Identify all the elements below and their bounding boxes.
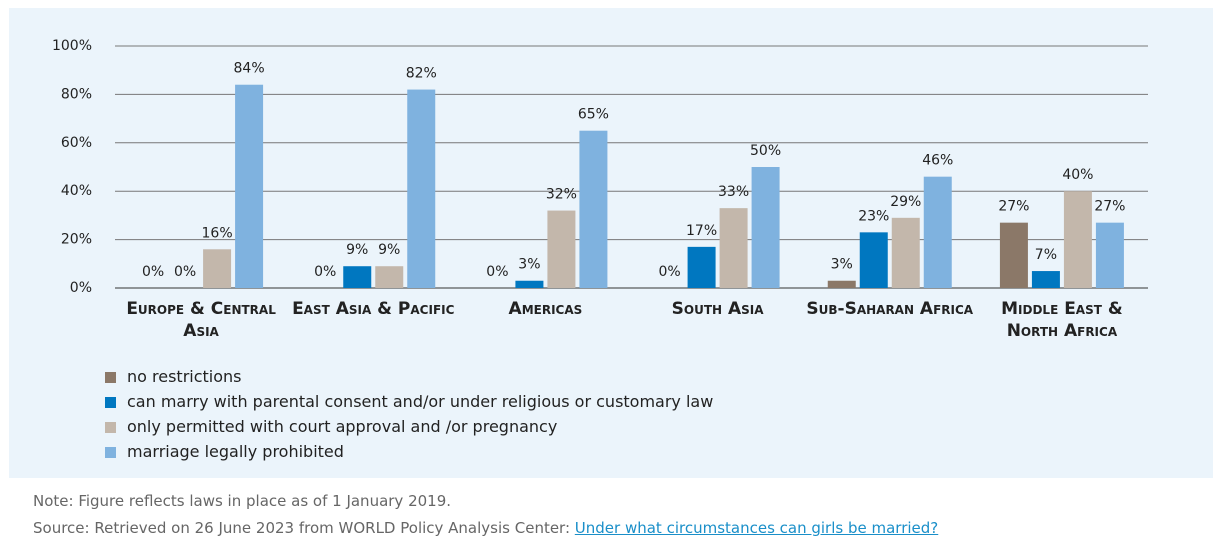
y-tick-label: 100% xyxy=(52,38,92,54)
data-label: 27% xyxy=(998,199,1029,215)
data-label: 17% xyxy=(686,223,717,239)
source-text: Source: Retrieved on 26 June 2023 from W… xyxy=(33,519,571,537)
y-tick-label: 0% xyxy=(70,280,92,296)
bar xyxy=(827,280,856,288)
x-tick-label: South Asia xyxy=(671,299,764,319)
data-label: 50% xyxy=(750,143,781,159)
x-tick-label: Americas xyxy=(508,299,583,319)
data-label: 3% xyxy=(518,257,540,273)
x-tick-label: Middle East & North Africa xyxy=(1001,299,1123,341)
legend-label: only permitted with court approval and /… xyxy=(127,417,558,436)
bar xyxy=(1031,271,1060,288)
legend-label: marriage legally prohibited xyxy=(127,442,344,461)
legend-label: can marry with parental consent and/or u… xyxy=(127,392,714,411)
bar xyxy=(719,208,748,288)
bar xyxy=(751,167,780,288)
bar xyxy=(1095,222,1124,288)
y-tick-label: 40% xyxy=(61,183,92,199)
data-label: 33% xyxy=(718,184,749,200)
bar xyxy=(687,246,716,288)
x-tick-label: Europe & Central Asia xyxy=(126,299,276,341)
bar xyxy=(235,84,264,288)
y-tick-label: 20% xyxy=(61,232,92,248)
data-label: 0% xyxy=(658,264,680,280)
source: Source: Retrieved on 26 June 2023 from W… xyxy=(33,519,938,537)
data-label: 46% xyxy=(922,153,953,169)
data-label: 84% xyxy=(234,61,265,77)
bar xyxy=(579,130,608,288)
legend-label: no restrictions xyxy=(127,367,242,386)
data-label: 7% xyxy=(1035,247,1057,263)
data-label: 3% xyxy=(831,257,853,273)
bar xyxy=(999,222,1028,288)
data-label: 0% xyxy=(174,264,196,280)
legend-swatch xyxy=(105,447,116,458)
data-label: 23% xyxy=(858,208,889,224)
bar xyxy=(515,280,544,288)
bar xyxy=(407,89,436,288)
data-label: 29% xyxy=(890,194,921,210)
x-tick-label: Sub-Saharan Africa xyxy=(806,299,974,319)
bar xyxy=(923,176,952,288)
x-tick-label: East Asia & Pacific xyxy=(292,299,455,319)
source-link[interactable]: Under what circumstances can girls be ma… xyxy=(574,519,939,537)
data-label: 0% xyxy=(142,264,164,280)
note: Note: Figure reflects laws in place as o… xyxy=(33,492,452,510)
legend-swatch xyxy=(105,422,116,433)
data-label: 16% xyxy=(202,225,233,241)
data-label: 9% xyxy=(378,242,400,258)
bar xyxy=(203,249,232,288)
bar xyxy=(547,210,576,288)
data-label: 0% xyxy=(314,264,336,280)
data-label: 40% xyxy=(1062,167,1093,183)
data-label: 9% xyxy=(346,242,368,258)
data-label: 82% xyxy=(406,66,437,82)
bar xyxy=(891,217,920,288)
data-label: 32% xyxy=(546,187,577,203)
legend-swatch xyxy=(105,372,116,383)
legend-swatch xyxy=(105,397,116,408)
bar xyxy=(343,266,372,288)
data-label: 65% xyxy=(578,107,609,123)
y-tick-label: 60% xyxy=(61,135,92,151)
bar xyxy=(859,232,888,288)
data-label: 27% xyxy=(1094,199,1125,215)
y-tick-label: 80% xyxy=(61,86,92,102)
data-label: 0% xyxy=(486,264,508,280)
bar xyxy=(1063,191,1092,288)
bar xyxy=(375,266,404,288)
